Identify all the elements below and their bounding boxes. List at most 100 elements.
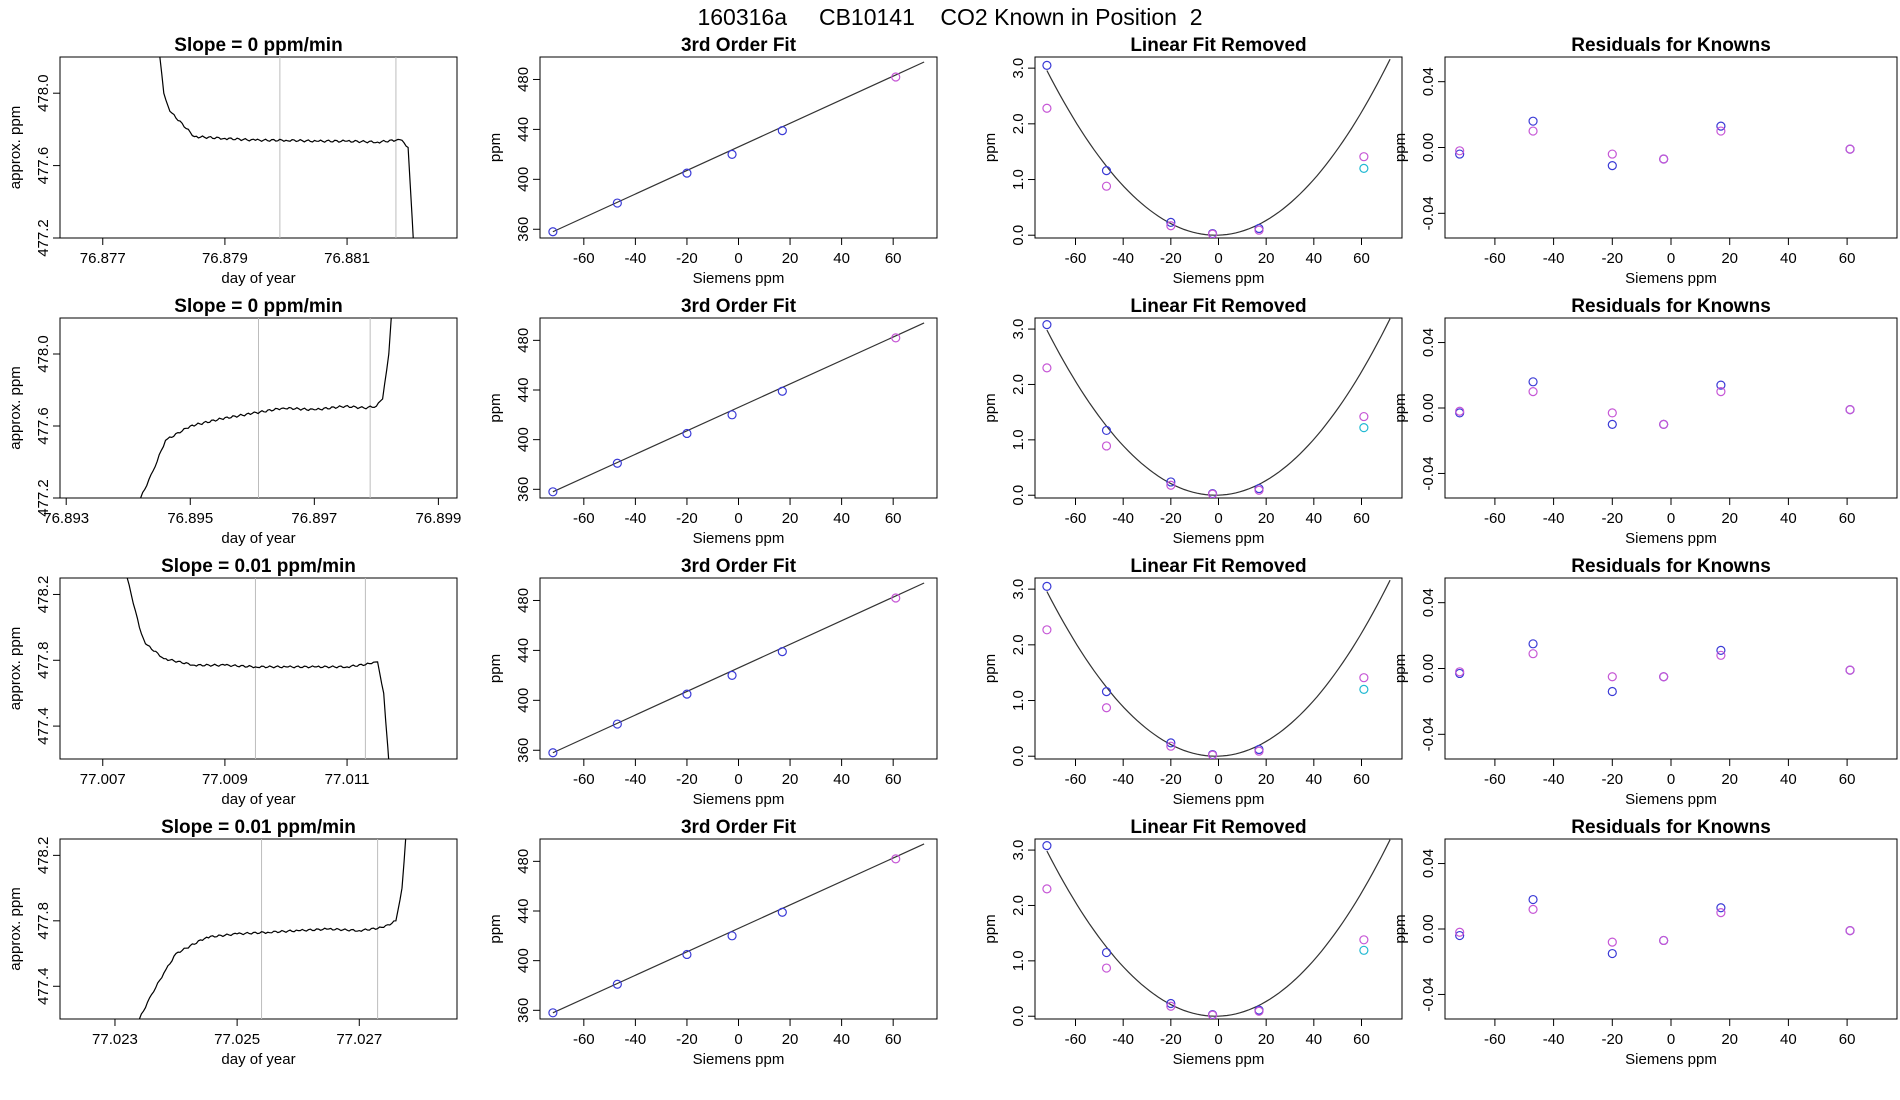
- x-tick-label: 77.023: [92, 1031, 138, 1048]
- x-tick-label: 0: [734, 250, 742, 267]
- x-tick-label: -40: [1112, 510, 1134, 527]
- x-tick-label: -60: [1065, 771, 1087, 788]
- data-point: [1607, 408, 1617, 418]
- data-point: [1607, 161, 1617, 171]
- data-point: [1607, 149, 1617, 159]
- y-tick-label: 0.0: [1010, 485, 1027, 506]
- plot-frame: [59, 56, 458, 239]
- data-point: [727, 670, 737, 680]
- y-tick-label: 0.00: [1420, 133, 1437, 162]
- x-axis-label: Siemens ppm: [693, 791, 785, 808]
- data-point: [1716, 121, 1726, 131]
- data-point: [1359, 411, 1369, 422]
- fit-line: [552, 322, 925, 493]
- panel-resid-row-2: Residuals for Knowns -60 -40 -20 0 20 40 60 -0.0…: [1392, 296, 1898, 547]
- x-tick-label: 40: [1780, 510, 1797, 527]
- panel-title: 3rd Order Fit: [681, 296, 797, 317]
- x-tick-label: 77.007: [80, 771, 126, 788]
- ppm-trace-line: [140, 318, 392, 498]
- x-tick-label: -60: [573, 250, 595, 267]
- x-tick-label: 20: [782, 510, 799, 527]
- data-point: [1359, 152, 1369, 162]
- x-tick-label: 20: [1721, 250, 1738, 267]
- data-point: [727, 149, 737, 159]
- data-point: [1528, 649, 1538, 659]
- data-point: [1455, 149, 1465, 159]
- data-point: [1101, 181, 1112, 191]
- y-tick-label: 0.04: [1420, 588, 1437, 617]
- y-tick-label: 0.0: [1010, 1006, 1027, 1027]
- x-tick-label: 0: [1667, 510, 1675, 527]
- data-point: [1166, 998, 1176, 1009]
- data-point: [1528, 126, 1538, 136]
- y-tick-label: 477.4: [35, 707, 52, 745]
- panel-trace-row-2: Slope = 0 ppm/min 76.893 76.895 76.897 76.89…: [7, 296, 461, 547]
- data-point: [1528, 894, 1538, 905]
- y-tick-label: 478.0: [35, 74, 52, 112]
- x-tick-label: 77.009: [202, 771, 248, 788]
- x-axis-label: Siemens ppm: [693, 270, 785, 287]
- data-point: [777, 386, 787, 396]
- y-tick-label: 1.0: [1010, 950, 1027, 971]
- x-tick-label: -20: [676, 1031, 698, 1048]
- data-point: [1528, 377, 1538, 387]
- data-point: [1101, 947, 1112, 958]
- y-tick-label: 0.0: [1010, 746, 1027, 767]
- panel-title: Linear Fit Removed: [1130, 296, 1306, 317]
- y-tick-label: 3.0: [1010, 58, 1027, 79]
- x-tick-label: -20: [676, 250, 698, 267]
- data-point: [1042, 581, 1052, 591]
- x-tick-label: -60: [573, 771, 595, 788]
- plot-area: [548, 582, 925, 758]
- data-point: [1845, 144, 1855, 154]
- x-tick-label: 60: [885, 250, 902, 267]
- plot-frame: [1034, 56, 1403, 239]
- x-axis-label: Siemens ppm: [693, 1051, 785, 1068]
- panel-linear-row-2: Linear Fit Removed -60 -40 -20 0 20 40 60 0.0 1.0…: [982, 296, 1403, 547]
- panel-fit-row-2: 3rd Order Fit -60 -40 -20 0 20 40 60 360 400 440 48…: [487, 296, 938, 547]
- y-tick-label: 440: [515, 377, 532, 402]
- y-tick-label: 478.0: [35, 335, 52, 373]
- y-tick-label: 478.2: [35, 576, 52, 614]
- data-point: [1455, 667, 1465, 677]
- x-tick-label: 40: [833, 250, 850, 267]
- x-tick-label: -40: [625, 250, 647, 267]
- panel-trace-row-1: Slope = 0 ppm/min 76.877 76.879 76.881 477.2…: [7, 35, 458, 287]
- y-tick-label: -0.04: [1420, 456, 1437, 490]
- x-tick-label: 40: [1305, 1031, 1322, 1048]
- x-tick-label: 76.893: [43, 510, 89, 527]
- y-tick-label: 1.0: [1010, 169, 1027, 190]
- panel-title: Slope = 0.01 ppm/min: [161, 556, 356, 577]
- y-tick-label: 440: [515, 638, 532, 663]
- data-point: [1528, 639, 1538, 649]
- y-tick-label: 360: [515, 477, 532, 502]
- data-point: [1166, 217, 1176, 228]
- x-tick-label: -20: [676, 510, 698, 527]
- x-axis-label: day of year: [221, 270, 295, 287]
- data-point: [891, 593, 901, 603]
- data-point: [1359, 423, 1369, 433]
- x-tick-label: -20: [1601, 1031, 1623, 1048]
- y-tick-label: -0.04: [1420, 717, 1437, 751]
- plot-area: [1042, 579, 1391, 759]
- data-point: [1607, 948, 1617, 959]
- x-axis-label: day of year: [221, 791, 295, 808]
- data-point: [1042, 884, 1052, 894]
- y-tick-label: 360: [515, 217, 532, 242]
- x-tick-label: 20: [782, 771, 799, 788]
- panel-resid-row-4: Residuals for Knowns -60 -40 -20 0 20 40 60 -0.0…: [1392, 817, 1898, 1068]
- x-tick-label: 40: [1780, 250, 1797, 267]
- x-tick-label: 60: [1839, 250, 1856, 267]
- x-tick-label: 60: [1353, 1031, 1370, 1048]
- x-tick-label: 0: [734, 510, 742, 527]
- x-tick-label: 0: [1214, 250, 1222, 267]
- y-tick-label: 2.0: [1010, 634, 1027, 655]
- plot-area: [1042, 58, 1391, 238]
- x-tick-label: -20: [1160, 510, 1182, 527]
- y-tick-label: 0.00: [1420, 393, 1437, 422]
- plot-frame: [1444, 577, 1898, 760]
- data-point: [1166, 477, 1176, 487]
- data-point: [1659, 672, 1669, 682]
- plot-area: [126, 578, 390, 759]
